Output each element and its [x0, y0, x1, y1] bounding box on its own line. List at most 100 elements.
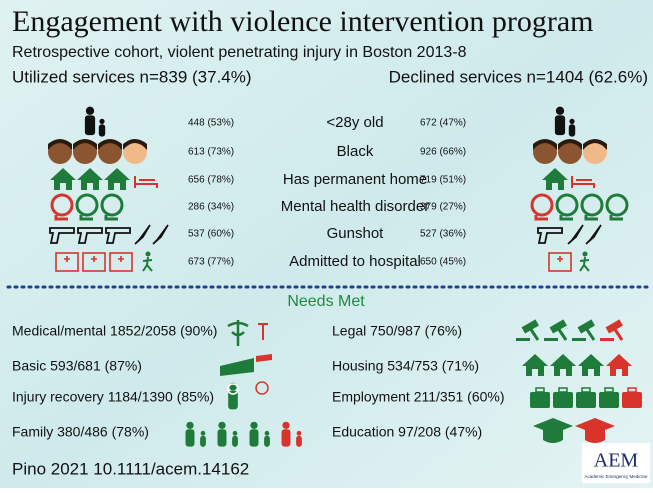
icon: [104, 168, 130, 190]
row-label: Black: [337, 143, 374, 160]
icon: [521, 319, 539, 334]
icon: [73, 140, 97, 164]
icon: [535, 387, 545, 393]
icon: [264, 430, 270, 436]
icon: [118, 256, 124, 262]
icon: [559, 215, 573, 221]
icon: [218, 421, 226, 429]
icon: [142, 256, 153, 272]
need-item: Medical/mental 1852/2058 (90%): [12, 323, 217, 339]
icon: [606, 354, 632, 376]
icon: [579, 256, 590, 272]
icon: [580, 193, 604, 217]
need-item: Legal 750/987 (76%): [332, 323, 462, 339]
icon: [577, 319, 595, 334]
icon: [622, 392, 642, 408]
utilized-value: 537 (60%): [188, 229, 234, 240]
icon: [220, 358, 254, 376]
icon: [91, 256, 97, 262]
logo-box: [582, 443, 650, 483]
icon: [109, 252, 133, 272]
icon: [604, 387, 614, 393]
icon: [200, 435, 206, 447]
declined-header: Declined services n=1404 (62.6%): [389, 67, 648, 86]
icon: [145, 251, 151, 257]
icon: [255, 381, 269, 395]
icon: [534, 215, 548, 221]
icon: [585, 430, 605, 443]
icon: [627, 387, 637, 393]
icon: [123, 140, 147, 164]
icon: [105, 227, 131, 244]
utilized-header: Utilized services n=839 (37.4%): [12, 67, 252, 86]
icon: [200, 430, 206, 436]
icon: [584, 215, 598, 221]
icon: [82, 252, 106, 272]
row-label: <28y old: [326, 114, 383, 131]
need-item: Housing 534/753 (71%): [332, 358, 479, 374]
icon: [578, 354, 604, 376]
icon: [85, 106, 95, 115]
icon: [553, 392, 573, 408]
icon: [554, 115, 566, 136]
icon: [249, 429, 259, 447]
row-label: Mental health disorder: [281, 198, 429, 215]
icon: [557, 256, 563, 262]
icon: [605, 319, 623, 334]
icon: [99, 118, 105, 124]
icon: [296, 435, 302, 447]
need-item: Injury recovery 1184/1390 (85%): [12, 389, 214, 405]
icon: [77, 227, 103, 244]
icon: [569, 118, 575, 124]
icon: [530, 392, 550, 408]
icon: [583, 139, 607, 150]
utilized-value: 286 (34%): [188, 202, 234, 213]
icon: [533, 139, 557, 150]
icon: [576, 392, 596, 408]
needs-title: Needs Met: [287, 293, 365, 310]
icon: [227, 383, 239, 395]
icon: [605, 193, 629, 217]
icon: [55, 252, 79, 272]
icon: [227, 320, 249, 346]
icon: [104, 215, 118, 221]
icon: [542, 168, 568, 190]
icon: [50, 193, 74, 217]
icon: [584, 327, 596, 341]
icon: [544, 338, 558, 341]
icon: [582, 251, 588, 257]
icon: [555, 193, 579, 217]
icon: [558, 140, 582, 164]
icon: [281, 429, 291, 447]
icon: [152, 224, 169, 245]
icon: [264, 435, 270, 447]
icon: [100, 193, 124, 217]
icon: [530, 193, 554, 217]
footer: Pino 2021 10.1111/acem.14162: [12, 459, 249, 478]
icon: [543, 430, 563, 443]
icon: [64, 256, 70, 262]
icon: [548, 252, 572, 272]
icon: [567, 224, 584, 245]
utilized-value: 656 (78%): [188, 175, 234, 186]
icon: [75, 193, 99, 217]
icon: [217, 429, 227, 447]
icon: [537, 227, 563, 244]
icon: [134, 176, 158, 188]
icon: [250, 421, 258, 429]
icon: [533, 140, 557, 164]
row-label: Has permanent home: [283, 171, 427, 188]
icon: [232, 435, 238, 447]
icon: [228, 390, 238, 410]
icon: [256, 354, 272, 362]
icon: [522, 354, 548, 376]
icon: [556, 327, 568, 341]
icon: [54, 215, 68, 221]
icon: [79, 215, 93, 221]
declined-value: 672 (47%): [420, 118, 466, 129]
declined-value: 527 (36%): [420, 229, 466, 240]
declined-value: 719 (51%): [420, 175, 466, 186]
icon: [50, 168, 76, 190]
icon: [549, 319, 567, 334]
